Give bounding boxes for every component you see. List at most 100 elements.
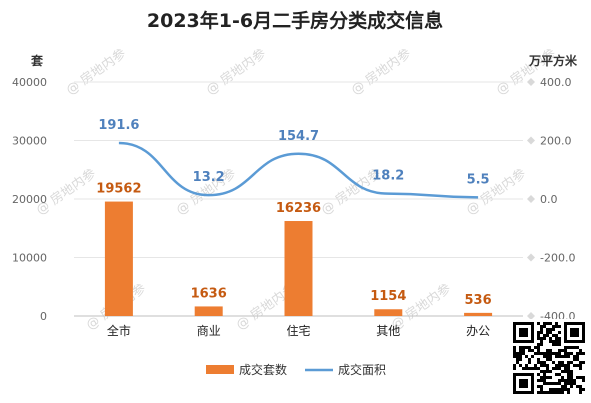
left-tick-label: 10000 (12, 252, 47, 265)
qr-module (549, 322, 552, 325)
qr-module (558, 391, 561, 394)
qr-module (558, 340, 561, 343)
qr-module (579, 391, 582, 394)
qr-module (576, 346, 579, 349)
qr-module (564, 352, 567, 355)
qr-module (543, 322, 546, 325)
qr-module (558, 343, 561, 346)
qr-module (519, 349, 522, 352)
qr-module (537, 334, 540, 337)
watermark-text: @ 房地内参 (33, 166, 99, 219)
qr-module (567, 373, 570, 376)
qr-module (558, 349, 561, 352)
qr-module (576, 355, 579, 358)
bar (194, 306, 223, 316)
category-label: 住宅 (286, 323, 310, 338)
qr-module (513, 349, 516, 352)
qr-module (531, 367, 534, 370)
qr-module (582, 376, 585, 379)
qr-module (564, 370, 567, 373)
qr-module (537, 367, 540, 370)
qr-module (564, 355, 567, 358)
qr-module (570, 376, 573, 379)
qr-module (579, 385, 582, 388)
qr-module (537, 358, 540, 361)
qr-module (567, 388, 570, 391)
qr-module (543, 334, 546, 337)
qr-module (540, 343, 543, 346)
line-data-label: 13.2 (193, 170, 225, 185)
qr-module (555, 391, 558, 394)
qr-module (576, 364, 579, 367)
qr-module (567, 376, 570, 379)
qr-module (558, 337, 561, 340)
qr-module (537, 343, 540, 346)
qr-module (516, 355, 519, 358)
qr-module (579, 376, 582, 379)
qr-module (561, 385, 564, 388)
qr-module (519, 358, 522, 361)
qr-module (522, 349, 525, 352)
qr-module (546, 355, 549, 358)
qr-module (582, 361, 585, 364)
qr-module (555, 364, 558, 367)
watermark-text: @ 房地内参 (63, 46, 129, 99)
qr-module (543, 361, 546, 364)
legend-line-label: 成交面积 (338, 362, 386, 377)
qr-module (549, 388, 552, 391)
qr-module (543, 382, 546, 385)
qr-module (519, 346, 522, 349)
qr-module (537, 385, 540, 388)
qr-module (531, 355, 534, 358)
qr-module (573, 379, 576, 382)
legend-bar-label: 成交套数 (239, 362, 287, 377)
qr-module (534, 346, 537, 349)
qr-module (558, 388, 561, 391)
bar-data-label: 19562 (96, 182, 141, 197)
qr-module (546, 391, 549, 394)
qr-module (549, 352, 552, 355)
qr-module (537, 373, 540, 376)
qr-module (525, 367, 528, 370)
qr-module (582, 388, 585, 391)
qr-module (540, 370, 543, 373)
right-axis-unit: 万平方米 (528, 53, 578, 68)
qr-module (561, 361, 564, 364)
qr-module (558, 331, 561, 334)
category-label: 商业 (197, 323, 221, 338)
qr-module (546, 364, 549, 367)
qr-module (567, 352, 570, 355)
qr-module (573, 382, 576, 385)
qr-module (579, 367, 582, 370)
qr-module (576, 376, 579, 379)
qr-module (546, 322, 549, 325)
qr-module (555, 337, 558, 340)
qr-module (516, 361, 519, 364)
right-tick-label: -200.0 (540, 252, 575, 265)
qr-module (561, 391, 564, 394)
bar (374, 309, 403, 316)
qr-module (558, 361, 561, 364)
qr-module (525, 355, 528, 358)
qr-module (546, 331, 549, 334)
qr-module (513, 355, 516, 358)
qr-module (555, 325, 558, 328)
bar-data-label: 536 (465, 293, 492, 308)
qr-module (522, 367, 525, 370)
qr-module (513, 367, 516, 370)
category-labels: 全市 商业 住宅 其他 办公 (107, 323, 490, 338)
qr-module (534, 367, 537, 370)
left-tick-label: 20000 (12, 193, 47, 206)
qr-module (531, 349, 534, 352)
right-tick-marker (527, 312, 535, 320)
line-series: 191.6 13.2 154.7 18.2 5.5 (98, 118, 490, 199)
qr-module (567, 370, 570, 373)
qr-module (558, 373, 561, 376)
qr-module (558, 355, 561, 358)
qr-module (552, 388, 555, 391)
qr-module (522, 346, 525, 349)
qr-module (546, 358, 549, 361)
qr-module (540, 364, 543, 367)
line-data-label: 154.7 (278, 129, 319, 144)
qr-module (540, 385, 543, 388)
